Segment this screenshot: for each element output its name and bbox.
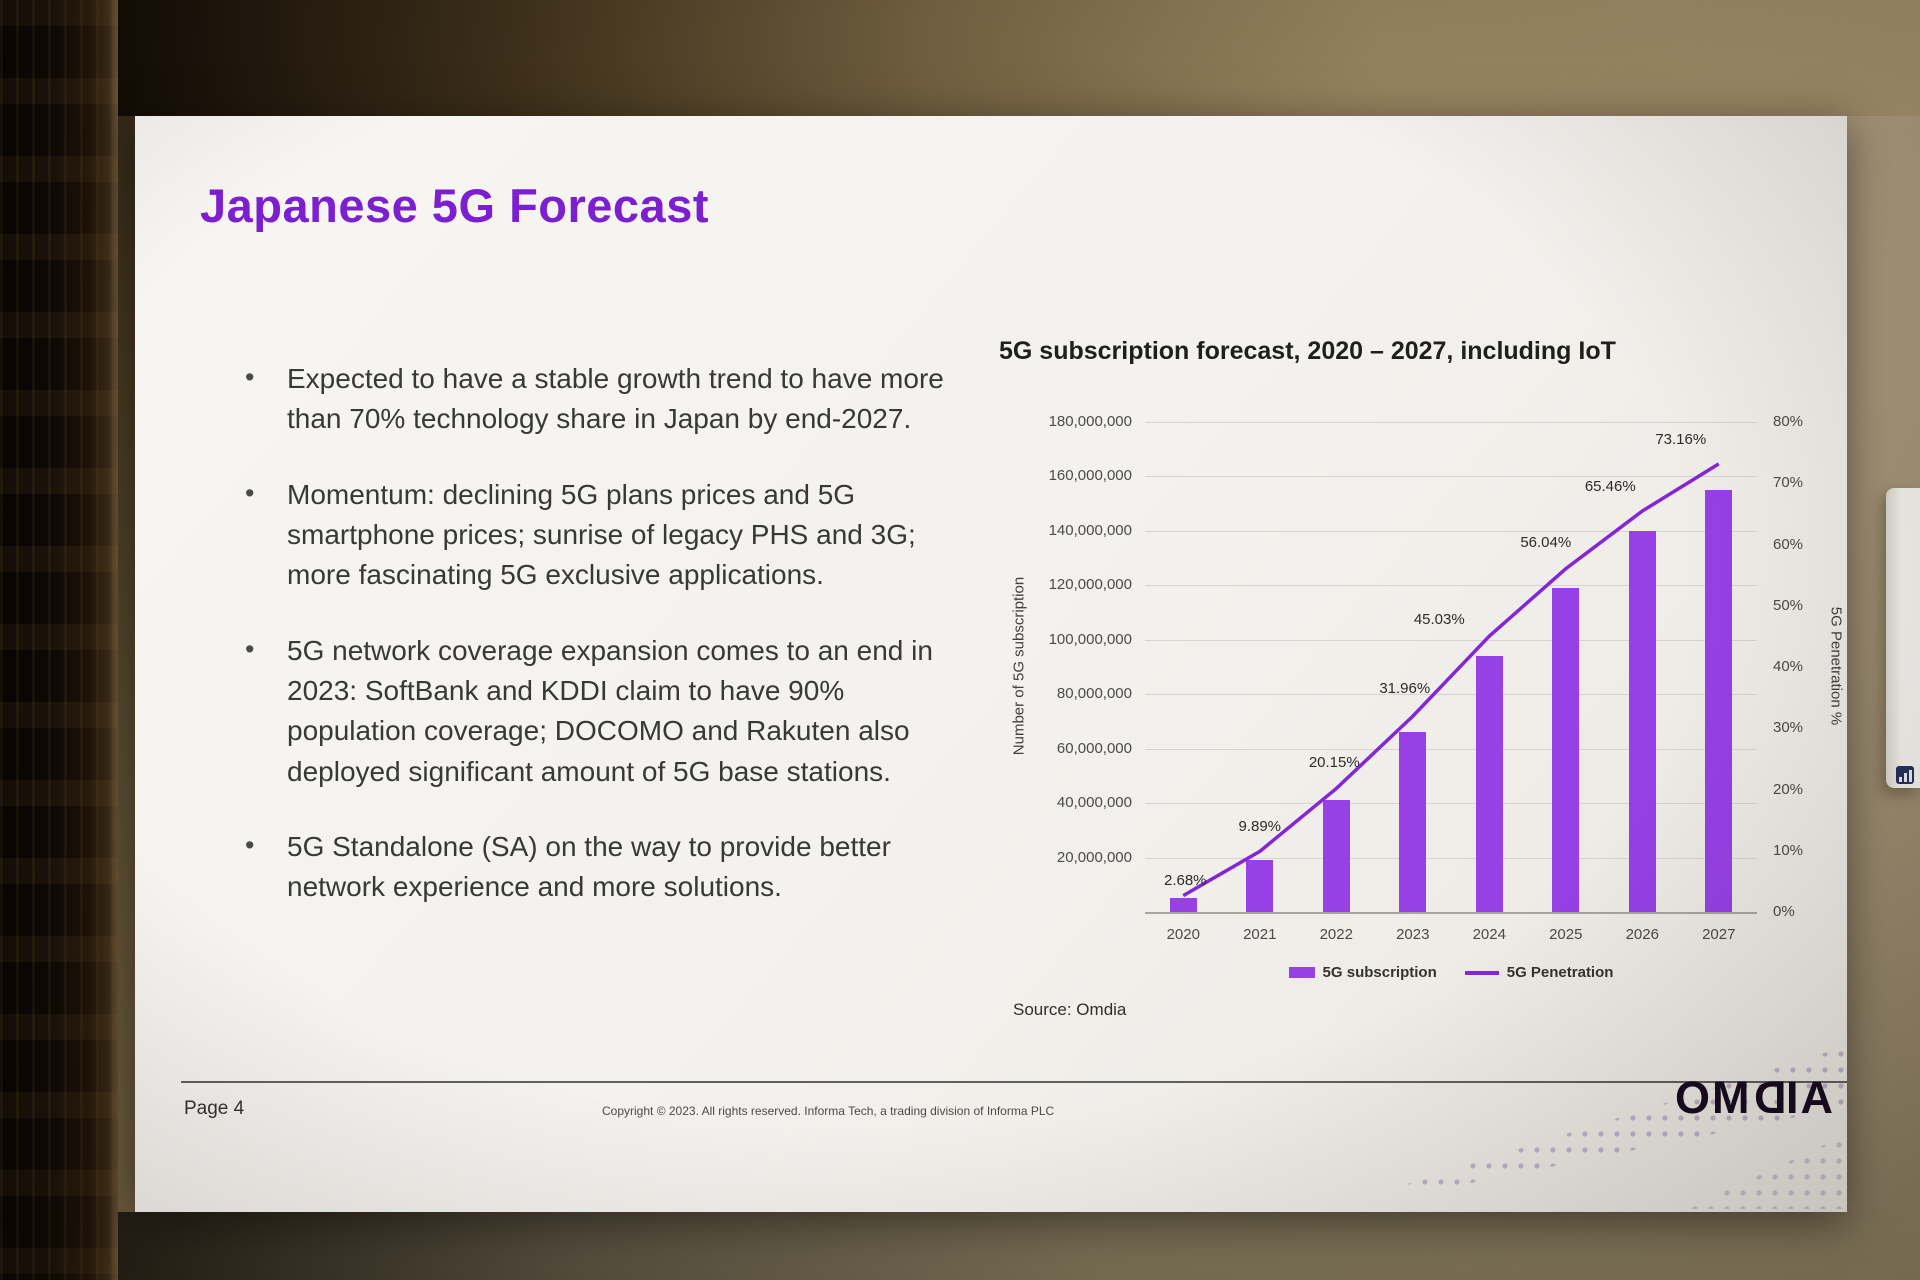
- chart-gridline: [1145, 857, 1757, 859]
- right-axis-tick-label: 0%: [1773, 903, 1795, 920]
- x-axis-label-2022: 2022: [1319, 926, 1353, 943]
- left-axis-tick-label: 180,000,000: [1048, 413, 1132, 430]
- bar-2025: [1552, 588, 1580, 912]
- slide: Japanese 5G Forecast Expected to have a …: [135, 116, 1847, 1212]
- logo-letter: I: [1786, 1072, 1801, 1123]
- chart-legend: 5G subscription 5G Penetration: [1145, 964, 1757, 981]
- penetration-data-label: 9.89%: [1238, 818, 1282, 836]
- legend-label: 5G subscription: [1322, 964, 1437, 981]
- right-axis-tick-label: 30%: [1773, 719, 1804, 737]
- chart-gridline: [1145, 530, 1757, 532]
- chart-gridline: [1145, 748, 1757, 750]
- chart-source: Source: Omdia: [1013, 1000, 1127, 1019]
- left-axis-title: Number of 5G subscription: [1010, 576, 1028, 756]
- slide-title: Japanese 5G Forecast: [200, 179, 709, 232]
- right-axis-tick-label: 80%: [1773, 413, 1804, 430]
- logo-letter: A: [1800, 1072, 1836, 1123]
- x-axis-label-2025: 2025: [1549, 926, 1583, 943]
- x-axis-label-2020: 2020: [1166, 926, 1200, 943]
- logo-letter: O: [1675, 1072, 1713, 1123]
- chart-gridline: [1145, 803, 1757, 805]
- legend-item-subscription: 5G subscription: [1288, 964, 1437, 981]
- page-number: Page 4: [184, 1098, 245, 1119]
- bar-2020: [1169, 898, 1197, 912]
- penetration-data-label: 65.46%: [1584, 478, 1636, 496]
- bullet-item: 5G Standalone (SA) on the way to provide…: [223, 826, 971, 908]
- penetration-data-label: 56.04%: [1520, 533, 1572, 551]
- chart-gridline: [1145, 585, 1757, 587]
- x-axis-label-2026: 2026: [1625, 926, 1659, 943]
- right-axis-tick-label: 40%: [1773, 658, 1804, 675]
- chart-gridline: [1145, 476, 1757, 478]
- left-axis-tick-label: 100,000,000: [1048, 630, 1132, 648]
- right-axis-tick-label: 70%: [1773, 474, 1804, 492]
- right-axis-tick-label: 50%: [1773, 596, 1804, 614]
- bar-2022: [1322, 800, 1350, 912]
- mini-chart-icon: [1896, 766, 1914, 784]
- penetration-data-label: 45.03%: [1413, 611, 1465, 629]
- bullet-item: Expected to have a stable growth trend t…: [223, 358, 971, 440]
- penetration-data-label: 31.96%: [1379, 680, 1431, 698]
- left-axis-tick-label: 80,000,000: [1056, 685, 1132, 703]
- legend-item-penetration: 5G Penetration: [1464, 964, 1614, 981]
- chart-gridline: [1145, 639, 1757, 641]
- chart-gridline: [1145, 422, 1757, 423]
- bar-legend-marker: [1288, 967, 1315, 978]
- chart-title: 5G subscription forecast, 2020 – 2027, i…: [999, 337, 1616, 365]
- left-axis-tick-label: 20,000,000: [1056, 848, 1132, 866]
- right-axis-tick-label: 60%: [1773, 535, 1804, 553]
- x-axis-label-2023: 2023: [1396, 926, 1430, 943]
- bar-2026: [1628, 530, 1656, 912]
- omdia-logo: O M D I A: [1675, 1072, 1835, 1124]
- bar-2027: [1705, 490, 1733, 912]
- penetration-data-label: 73.16%: [1655, 430, 1707, 448]
- left-axis-tick-label: 60,000,000: [1056, 739, 1132, 757]
- copyright-text: Copyright © 2023. All rights reserved. I…: [602, 1104, 1055, 1118]
- legend-label: 5G Penetration: [1506, 964, 1614, 981]
- penetration-data-label: 2.68%: [1163, 871, 1207, 889]
- background-bottom-shadow: [118, 1212, 1920, 1280]
- line-legend-marker: [1464, 970, 1499, 975]
- penetration-data-label: 20.15%: [1308, 753, 1360, 771]
- bullet-item: 5G network coverage expansion comes to a…: [223, 630, 971, 792]
- footer-divider: [181, 1081, 1847, 1083]
- left-axis-tick-label: 40,000,000: [1056, 794, 1132, 812]
- x-axis-label-2021: 2021: [1243, 926, 1277, 943]
- bar-2021: [1246, 860, 1274, 912]
- left-axis-tick-label: 120,000,000: [1048, 576, 1132, 594]
- background-top-shadow: [118, 0, 1920, 116]
- bar-2023: [1399, 732, 1427, 912]
- bullet-list: Expected to have a stable growth trend t…: [223, 358, 971, 908]
- x-axis-line: [1145, 912, 1757, 914]
- bar-2024: [1475, 656, 1503, 912]
- background-dark-edge: [0, 0, 118, 1280]
- screen-edge-object: [1886, 488, 1920, 788]
- left-axis-tick-label: 140,000,000: [1048, 521, 1132, 539]
- logo-letter-mirrored-d: D: [1751, 1072, 1787, 1123]
- logo-letter: M: [1712, 1072, 1752, 1123]
- right-axis-title: 5G Penetration %: [1827, 606, 1845, 726]
- penetration-line: [1182, 462, 1720, 898]
- left-axis-tick-label: 160,000,000: [1048, 467, 1132, 485]
- x-axis-label-2024: 2024: [1472, 926, 1506, 943]
- x-axis-label-2027: 2027: [1702, 926, 1736, 943]
- right-axis-tick-label: 10%: [1773, 841, 1804, 859]
- bullet-item: Momentum: declining 5G plans prices and …: [223, 474, 971, 596]
- chart-gridline: [1145, 694, 1757, 696]
- right-axis-tick-label: 20%: [1773, 780, 1804, 798]
